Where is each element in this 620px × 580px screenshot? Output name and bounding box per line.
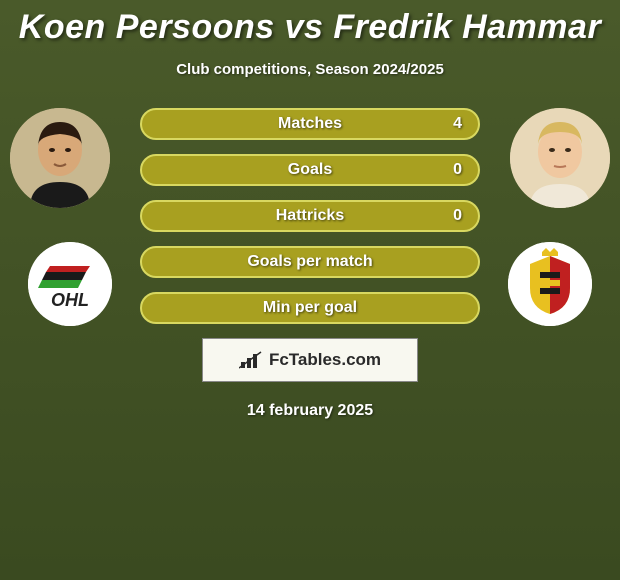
brand-label: FcTables.com [269,350,381,370]
stat-row: Goals per match [140,246,480,278]
stat-row: Goals 0 [140,154,480,186]
comparison-content: OHL Matches 4 Goals 0 Hattricks 0 [0,108,620,420]
club-crest-icon: OHL [28,242,112,326]
team-right-badge [508,242,592,326]
stat-label: Matches [140,108,480,140]
person-icon [510,108,610,208]
team-left-badge: OHL [28,242,112,326]
bar-chart-icon [239,350,263,370]
stat-row: Hattricks 0 [140,200,480,232]
page-subtitle: Club competitions, Season 2024/2025 [0,61,620,78]
stat-value: 0 [453,154,462,186]
stats-bars: Matches 4 Goals 0 Hattricks 0 Goals per … [140,108,480,324]
page-title: Koen Persoons vs Fredrik Hammar [0,0,620,47]
svg-text:OHL: OHL [51,290,89,310]
person-icon [10,108,110,208]
stat-value: 4 [453,108,462,140]
stat-value: 0 [453,200,462,232]
date-label: 14 february 2025 [0,402,620,420]
player-right-avatar [510,108,610,208]
stat-label: Goals [140,154,480,186]
player-left-avatar [10,108,110,208]
stat-row: Min per goal [140,292,480,324]
stat-label: Min per goal [140,292,480,324]
stat-row: Matches 4 [140,108,480,140]
stat-label: Goals per match [140,246,480,278]
brand-box: FcTables.com [202,338,418,382]
club-crest-icon [508,242,592,326]
stat-label: Hattricks [140,200,480,232]
